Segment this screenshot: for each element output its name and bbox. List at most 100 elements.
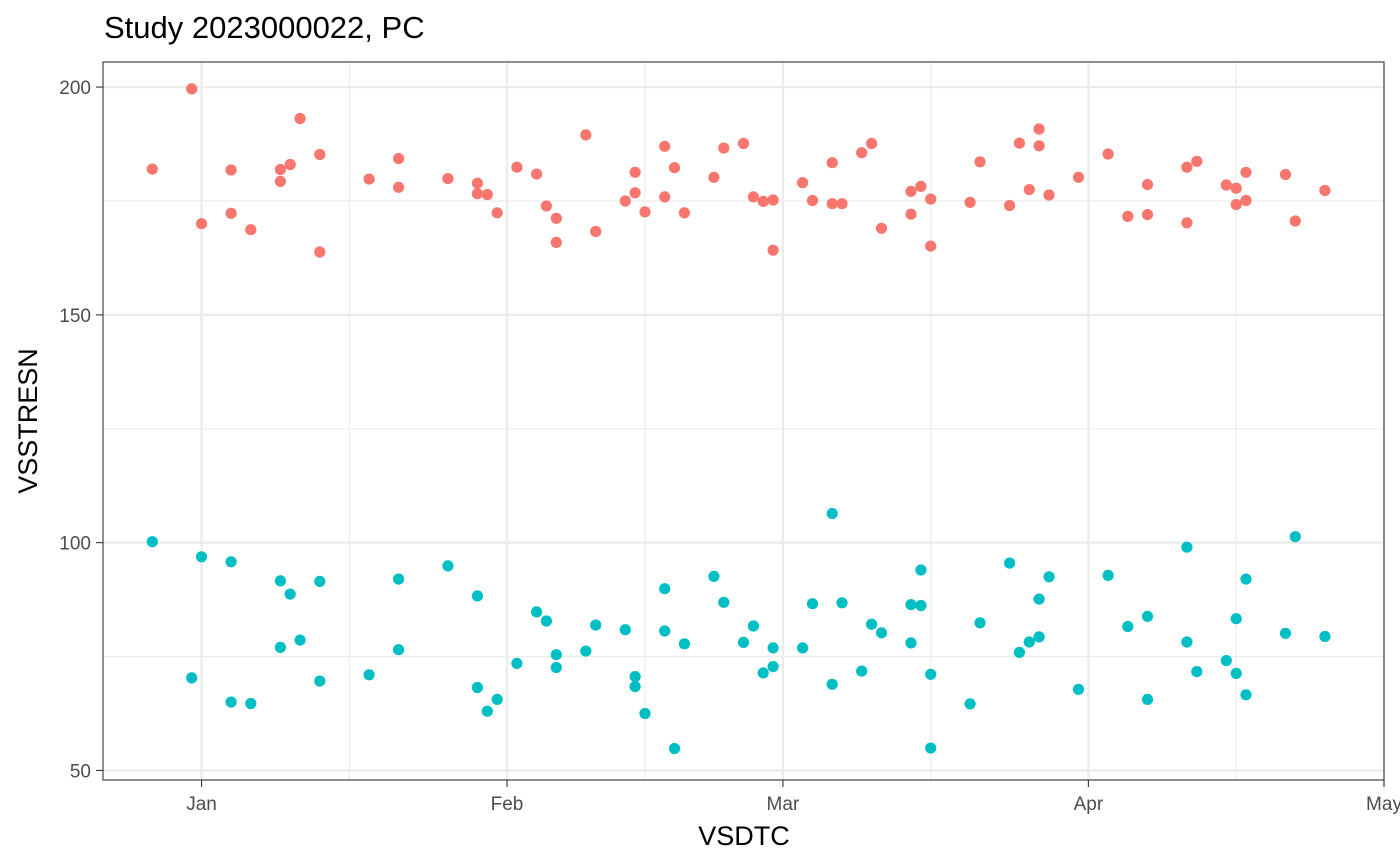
data-point-series-1 xyxy=(718,142,730,154)
y-axis: 50 100 150 200 xyxy=(59,78,103,782)
data-point-series-1 xyxy=(905,185,917,197)
data-point-series-1 xyxy=(836,198,848,210)
data-point-series-2 xyxy=(1102,569,1114,582)
data-point-series-1 xyxy=(659,191,671,203)
data-point-series-2 xyxy=(915,599,927,612)
data-point-series-1 xyxy=(195,218,208,230)
data-point-series-1 xyxy=(393,181,405,193)
data-point-series-2 xyxy=(393,573,405,585)
data-point-series-2 xyxy=(737,636,750,649)
data-point-series-2 xyxy=(146,536,158,548)
data-point-series-1 xyxy=(1023,184,1035,196)
data-point-series-2 xyxy=(629,681,641,693)
data-point-series-2 xyxy=(1141,610,1154,623)
data-point-series-1 xyxy=(915,180,927,192)
data-point-series-2 xyxy=(767,661,779,673)
data-point-series-1 xyxy=(550,236,562,248)
data-point-series-2 xyxy=(531,606,543,618)
data-point-series-2 xyxy=(225,696,237,708)
x-tick-label: Feb xyxy=(491,794,524,815)
data-point-series-2 xyxy=(659,583,671,595)
data-point-series-2 xyxy=(1230,613,1242,625)
data-point-series-1 xyxy=(590,225,602,238)
y-tick-label: 150 xyxy=(59,306,91,327)
data-point-series-2 xyxy=(856,665,868,677)
data-point-series-2 xyxy=(471,590,483,602)
data-point-series-1 xyxy=(1013,137,1025,149)
data-point-series-2 xyxy=(806,598,819,610)
data-point-series-1 xyxy=(659,140,671,152)
data-point-series-1 xyxy=(974,156,986,168)
data-point-series-2 xyxy=(225,556,237,568)
data-point-series-2 xyxy=(866,618,878,630)
data-point-series-1 xyxy=(1181,217,1193,229)
data-point-series-1 xyxy=(866,137,878,150)
data-point-series-2 xyxy=(550,661,562,674)
data-point-series-2 xyxy=(1279,627,1292,639)
x-axis: Jan Feb Mar Apr May xyxy=(186,780,1400,815)
data-point-series-1 xyxy=(629,166,641,178)
data-point-series-1 xyxy=(856,147,868,159)
data-point-series-1 xyxy=(668,162,681,174)
data-point-series-1 xyxy=(1043,189,1055,201)
data-point-series-2 xyxy=(1240,573,1252,585)
panel-border xyxy=(102,61,1385,781)
data-point-series-1 xyxy=(1240,194,1252,207)
data-point-series-1 xyxy=(806,194,819,207)
data-point-series-2 xyxy=(1013,646,1025,659)
data-point-series-1 xyxy=(146,163,158,175)
data-point-series-1 xyxy=(294,112,306,125)
data-point-series-1 xyxy=(511,161,523,173)
data-point-series-2 xyxy=(1240,689,1252,701)
data-point-series-2 xyxy=(629,671,641,683)
data-point-series-1 xyxy=(1033,123,1045,135)
data-point-series-2 xyxy=(195,551,208,563)
data-point-series-2 xyxy=(314,675,326,687)
data-point-series-2 xyxy=(905,637,917,649)
data-point-series-2 xyxy=(511,657,523,670)
data-point-series-1 xyxy=(1004,199,1016,212)
data-point-series-2 xyxy=(619,624,631,636)
data-point-series-1 xyxy=(225,164,237,176)
data-point-series-2 xyxy=(1181,541,1193,553)
data-point-series-1 xyxy=(826,198,838,210)
data-point-series-1 xyxy=(1141,179,1154,191)
data-point-series-1 xyxy=(363,173,375,185)
data-point-series-1 xyxy=(797,177,809,189)
data-point-series-1 xyxy=(629,187,641,199)
data-point-series-2 xyxy=(905,599,917,611)
data-point-series-2 xyxy=(491,693,503,706)
y-tick-label: 100 xyxy=(59,534,91,555)
data-point-series-2 xyxy=(245,697,257,710)
data-point-series-1 xyxy=(678,207,691,219)
data-point-series-1 xyxy=(580,129,592,141)
data-point-series-2 xyxy=(757,667,769,679)
data-point-series-1 xyxy=(639,206,651,218)
data-point-series-1 xyxy=(826,157,838,169)
data-point-series-1 xyxy=(550,212,562,224)
major-gridlines xyxy=(103,62,1386,780)
data-point-series-2 xyxy=(1122,620,1134,633)
data-point-series-1 xyxy=(1279,168,1292,181)
data-point-series-1 xyxy=(619,195,631,207)
data-point-series-2 xyxy=(590,619,602,631)
data-point-series-2 xyxy=(974,617,986,629)
data-point-series-2 xyxy=(747,620,760,632)
data-point-series-2 xyxy=(274,575,286,587)
data-point-series-2 xyxy=(659,625,671,637)
data-point-series-2 xyxy=(639,707,651,720)
data-point-series-2 xyxy=(1220,655,1232,667)
data-point-series-1 xyxy=(1181,161,1193,173)
data-point-series-1 xyxy=(708,171,720,183)
data-point-series-2 xyxy=(1230,667,1242,680)
minor-gridlines xyxy=(103,62,1384,780)
data-point-series-2 xyxy=(550,649,562,661)
data-point-series-2 xyxy=(1023,636,1035,648)
x-tick-label: May xyxy=(1366,794,1400,815)
data-point-series-1 xyxy=(1230,199,1242,211)
data-point-series-2 xyxy=(294,634,306,646)
data-point-series-2 xyxy=(797,642,809,654)
data-point-series-1 xyxy=(491,207,503,219)
chart-title: Study 2023000022, PC xyxy=(104,10,425,45)
data-point-series-2 xyxy=(314,575,326,588)
